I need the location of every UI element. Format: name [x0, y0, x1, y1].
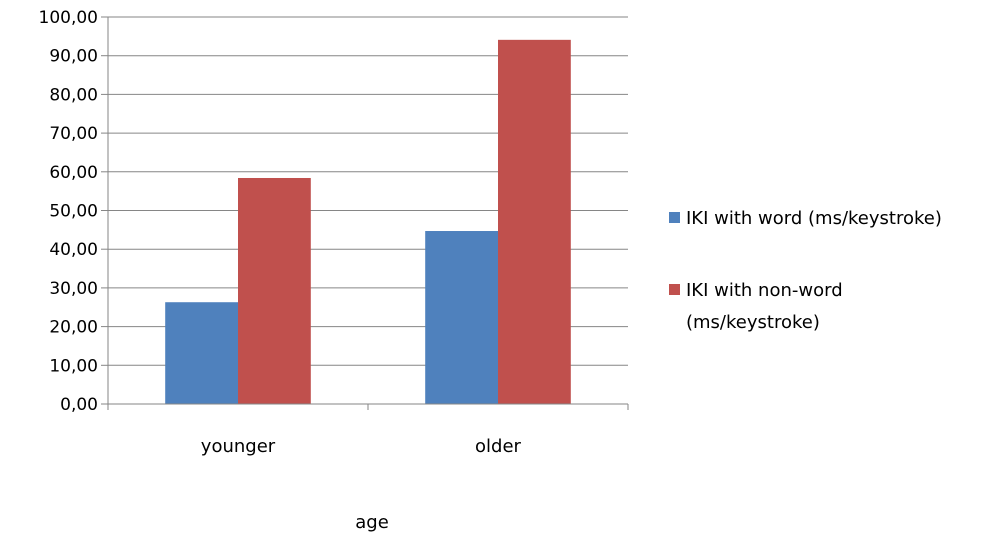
y-tick-label: 30,00	[49, 279, 98, 299]
legend: IKI with word (ms/keystroke) IKI with non…	[669, 208, 942, 333]
y-tick-label: 50,00	[49, 202, 98, 222]
legend-label-series-1: IKI with word (ms/keystroke)	[686, 208, 942, 229]
y-tick-label: 10,00	[49, 356, 98, 376]
y-tick-label: 80,00	[49, 85, 98, 105]
y-tick-label: 40,00	[49, 240, 98, 260]
y-tick-label: 70,00	[49, 124, 98, 144]
y-tick-label: 20,00	[49, 318, 98, 338]
legend-swatch-series-2	[669, 284, 680, 295]
bar-younger-series-1	[165, 302, 238, 404]
y-tick-label: 100,00	[39, 8, 98, 28]
bar-younger-series-2	[238, 177, 311, 404]
legend-label-series-2: (ms/keystroke)	[686, 312, 820, 333]
y-axis-tick-labels: 0,00 10,00 20,00 30,00 40,00 50,00 60,00 70,00 8…	[39, 8, 98, 415]
bars	[165, 39, 571, 404]
x-axis-title: age	[355, 512, 389, 533]
legend-swatch-series-1	[669, 212, 680, 223]
x-category-label: younger	[201, 436, 276, 457]
bar-older-series-1	[425, 231, 498, 404]
x-category-label: older	[475, 436, 522, 457]
y-tick-label: 90,00	[49, 47, 98, 67]
y-tick-label: 0,00	[60, 395, 98, 415]
y-tick-label: 60,00	[49, 163, 98, 183]
bar-older-series-2	[498, 39, 571, 404]
legend-label-series-2: IKI with non-word	[686, 280, 843, 301]
x-axis-category-labels: younger older	[201, 436, 522, 457]
